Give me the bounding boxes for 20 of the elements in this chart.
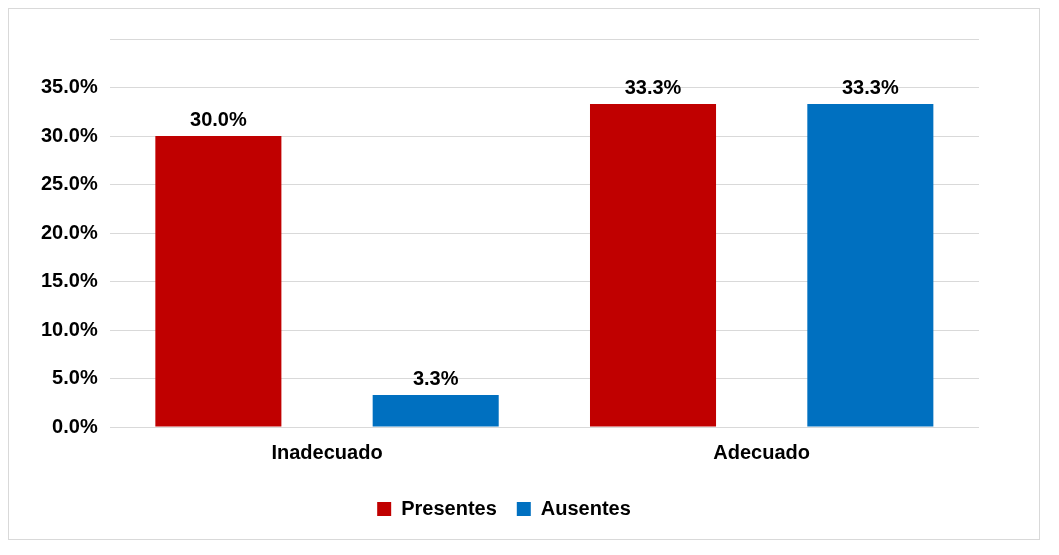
bar bbox=[155, 136, 282, 427]
y-tick-label: 30.0% bbox=[40, 123, 98, 146]
y-tick-label: 35.0% bbox=[40, 75, 98, 98]
legend-label: Presentes bbox=[401, 496, 497, 519]
data-label: 3.3% bbox=[412, 366, 459, 389]
y-tick-label: 10.0% bbox=[40, 317, 98, 340]
x-tick-label: Adecuado bbox=[713, 440, 811, 463]
bar bbox=[589, 103, 717, 427]
data-label: 30.0% bbox=[190, 107, 247, 130]
data-label: 33.3% bbox=[624, 75, 682, 98]
data-label: 33.3% bbox=[841, 75, 899, 98]
bar bbox=[372, 394, 499, 427]
y-tick-label: 5.0% bbox=[52, 366, 98, 389]
y-tick-label: 25.0% bbox=[40, 172, 98, 195]
y-tick-label: 15.0% bbox=[40, 269, 98, 292]
y-tick-label: 0.0% bbox=[52, 414, 98, 437]
legend-label: Ausentes bbox=[540, 496, 631, 519]
bar bbox=[807, 103, 934, 427]
y-tick-label: 20.0% bbox=[40, 220, 98, 243]
x-tick-label: Inadecuado bbox=[271, 440, 383, 463]
